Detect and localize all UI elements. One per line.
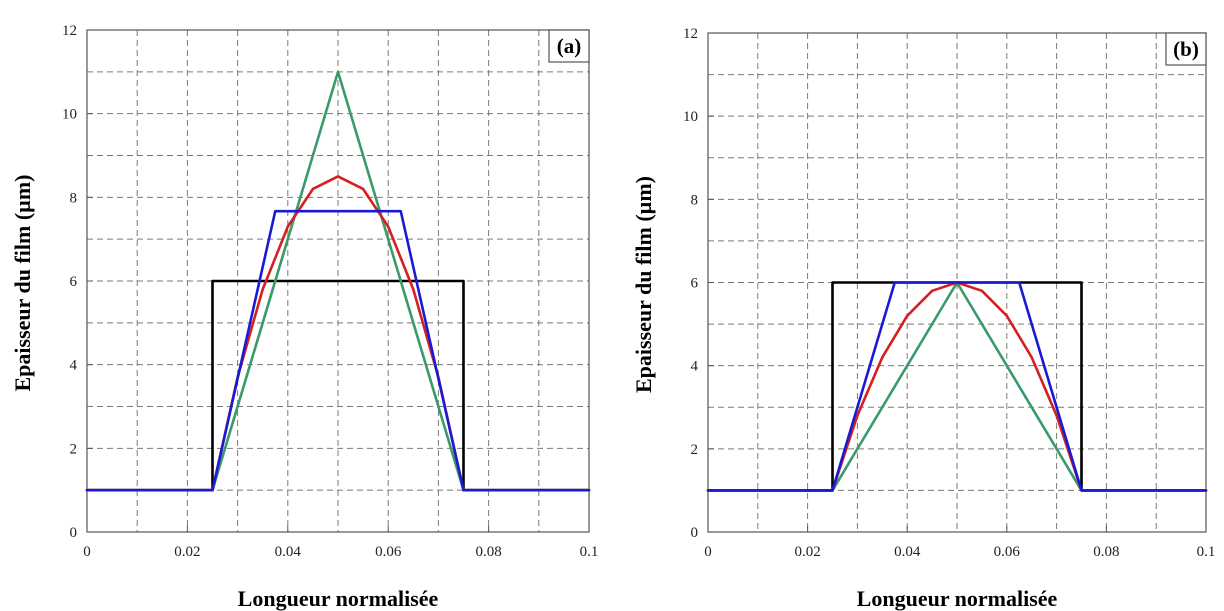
x-tick-label: 0.04 xyxy=(275,544,302,560)
y-tick-label: 12 xyxy=(683,26,698,42)
x-axis-title: Longueur normalisée xyxy=(238,586,439,611)
y-axis-title: Epaisseur du film (µm) xyxy=(631,176,656,393)
y-tick-label: 6 xyxy=(691,276,699,292)
y-tick-label: 0 xyxy=(691,525,699,541)
x-tick-label: 0.04 xyxy=(894,544,921,560)
series-line-4 xyxy=(706,281,1208,492)
x-tick-label: 0.1 xyxy=(580,544,599,560)
y-tick-label: 4 xyxy=(70,358,78,374)
panel-label-a: (a) xyxy=(548,29,590,63)
x-tick-label: 0 xyxy=(83,544,91,560)
y-tick-label: 2 xyxy=(691,442,699,458)
y-tick-label: 12 xyxy=(62,23,77,39)
x-tick-label: 0.06 xyxy=(375,544,402,560)
y-tick-label: 10 xyxy=(683,109,698,125)
panel-label-box xyxy=(1165,32,1207,66)
y-tick-label: 8 xyxy=(70,190,78,206)
y-tick-label: 8 xyxy=(691,192,699,208)
series-line-4 xyxy=(85,209,591,492)
x-tick-label: 0.1 xyxy=(1197,544,1216,560)
panel-label-box xyxy=(548,29,590,63)
y-tick-label: 4 xyxy=(691,359,699,375)
x-tick-label: 0.08 xyxy=(475,544,501,560)
x-axis-title: Longueur normalisée xyxy=(857,586,1058,611)
panel-label-text: (b) xyxy=(1173,37,1199,61)
x-tick-label: 0.06 xyxy=(994,544,1021,560)
x-tick-label: 0.02 xyxy=(794,544,820,560)
x-tick-label: 0.02 xyxy=(174,544,200,560)
chart-panel-a: 0 0.02 0.04 0.06 0.08 0.1 0 2 4 6 8 10 12 Longueur no… xyxy=(10,23,598,611)
y-tick-label: 10 xyxy=(62,107,77,123)
y-tick-label: 2 xyxy=(70,441,78,457)
y-tick-label: 6 xyxy=(70,274,78,290)
panel-label-text: (a) xyxy=(557,34,582,58)
y-axis-title: Epaisseur du film (µm) xyxy=(10,174,35,391)
panel-label-b: (b) xyxy=(1165,32,1207,66)
x-tick-label: 0.08 xyxy=(1093,544,1119,560)
x-tick-label: 0 xyxy=(704,544,712,560)
y-tick-label: 0 xyxy=(70,525,78,541)
chart-panel-b: 0 0.02 0.04 0.06 0.08 0.1 0 2 4 6 8 10 12 Longueur no… xyxy=(631,26,1215,611)
